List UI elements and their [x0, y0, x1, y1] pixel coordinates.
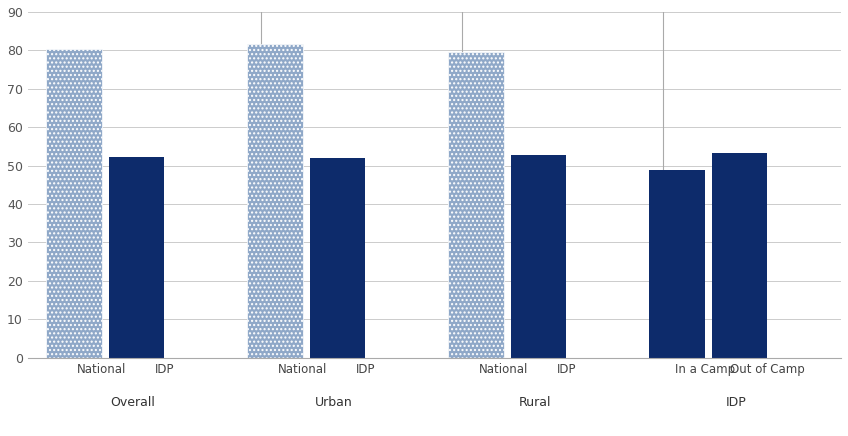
Text: Rural: Rural — [519, 396, 551, 409]
Bar — [310, 158, 365, 358]
Text: Urban: Urban — [315, 396, 353, 409]
Bar — [511, 155, 566, 358]
Bar — [248, 44, 303, 358]
Text: IDP: IDP — [726, 396, 746, 409]
Bar — [712, 153, 767, 358]
Text: Overall: Overall — [110, 396, 155, 409]
Bar — [449, 52, 504, 358]
Bar — [109, 157, 165, 358]
Bar — [650, 170, 705, 358]
Bar — [47, 49, 102, 358]
